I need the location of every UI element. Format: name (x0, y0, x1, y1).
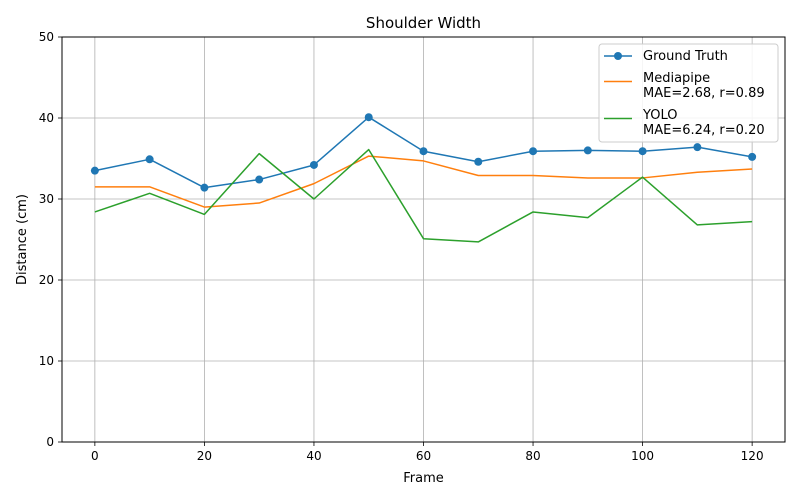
ground-truth-point (145, 155, 154, 164)
x-tick-label: 120 (741, 449, 764, 463)
ground-truth-point (583, 146, 592, 155)
ground-truth-point (638, 147, 647, 156)
legend-label: MAE=6.24, r=0.20 (643, 123, 765, 138)
ground-truth-point (693, 143, 702, 152)
legend-label: MAE=2.68, r=0.89 (643, 86, 765, 101)
legend-box (598, 43, 779, 143)
y-axis-label: Distance (cm) (15, 194, 30, 285)
yolo-line (94, 148, 753, 243)
ground-truth-point (200, 183, 209, 192)
ground-truth-point (748, 152, 757, 161)
ground-truth-legend-marker (614, 52, 622, 60)
x-tick-label: 20 (197, 449, 212, 463)
legend-label: YOLO (642, 108, 677, 123)
ground-truth-point (364, 113, 373, 122)
x-tick-label: 0 (91, 449, 99, 463)
x-tick-label: 100 (631, 449, 654, 463)
ground-truth-point (255, 175, 264, 184)
y-tick-label: 0 (46, 435, 54, 449)
legend-label: Mediapipe (643, 71, 710, 86)
y-tick-label: 50 (39, 30, 54, 44)
ground-truth-point (90, 166, 99, 175)
x-axis-label: Frame (403, 471, 444, 486)
ground-truth-point (474, 157, 483, 166)
x-tick-label: 60 (416, 449, 431, 463)
series-layer (90, 113, 757, 243)
tick-layer: 0 20 40 60 80 100 120 0 10 20 30 40 50 (39, 30, 764, 463)
y-tick-label: 30 (39, 192, 54, 206)
ground-truth-point (529, 147, 538, 156)
ground-truth-point (309, 160, 318, 169)
chart-title: Shoulder Width (366, 14, 481, 32)
x-tick-label: 40 (306, 449, 321, 463)
y-tick-label: 10 (39, 354, 54, 368)
y-tick-label: 20 (39, 273, 54, 287)
legend-label: Ground Truth (643, 49, 728, 64)
x-tick-label: 80 (525, 449, 540, 463)
y-tick-label: 40 (39, 111, 54, 125)
ground-truth-point (419, 147, 428, 156)
